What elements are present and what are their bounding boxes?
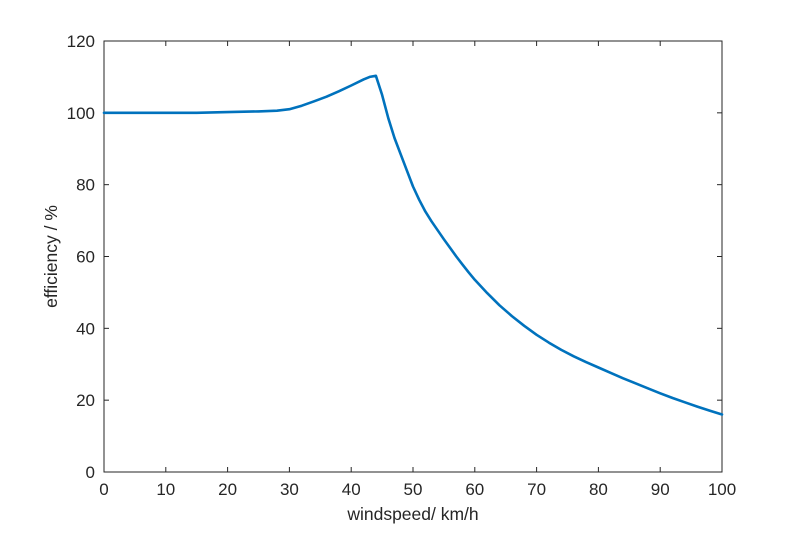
plot-box-frame <box>103 40 723 473</box>
x-axis-label: windspeed/ km/h <box>346 504 478 524</box>
x-tick-label: 90 <box>651 480 670 499</box>
x-tick-label: 20 <box>218 480 237 499</box>
x-tick-label: 60 <box>465 480 484 499</box>
y-tick-label: 0 <box>86 463 95 482</box>
y-tick-label: 80 <box>76 176 95 195</box>
axis-tick-marks <box>103 40 723 473</box>
y-tick-label: 60 <box>76 248 95 267</box>
y-tick-label: 120 <box>67 32 95 51</box>
y-tick-label: 40 <box>76 319 95 338</box>
y-axis-label: efficiency / % <box>41 205 61 308</box>
efficiency-curve <box>102 74 724 416</box>
y-tick-label: 100 <box>67 104 95 123</box>
axis-tick-labels: 0 10 20 30 40 50 60 70 80 90 100 0 20 40 60 80 100 120 <box>67 32 737 499</box>
x-tick-label: 40 <box>342 480 361 499</box>
x-tick-label: 30 <box>280 480 299 499</box>
x-tick-label: 50 <box>404 480 423 499</box>
x-tick-label: 70 <box>527 480 546 499</box>
x-tick-label: 10 <box>156 480 175 499</box>
x-tick-label: 0 <box>99 480 108 499</box>
y-tick-label: 20 <box>76 391 95 410</box>
x-tick-label: 80 <box>589 480 608 499</box>
x-tick-label: 100 <box>708 480 736 499</box>
